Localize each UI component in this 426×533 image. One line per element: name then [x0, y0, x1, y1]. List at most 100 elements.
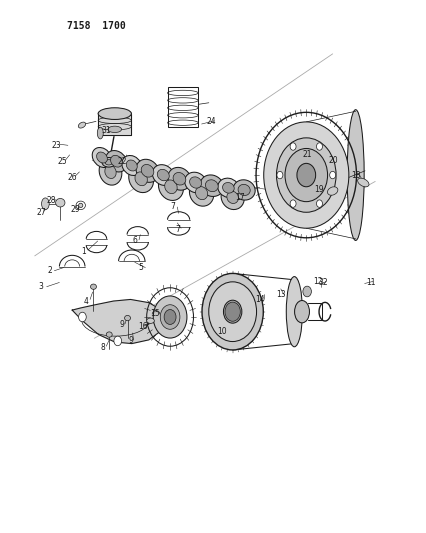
Ellipse shape — [99, 159, 121, 185]
Ellipse shape — [135, 172, 147, 185]
Text: 10: 10 — [217, 327, 226, 336]
Polygon shape — [98, 114, 131, 135]
Text: 14: 14 — [255, 295, 265, 304]
Ellipse shape — [147, 318, 154, 324]
Text: 24: 24 — [206, 117, 216, 126]
Ellipse shape — [221, 185, 244, 209]
Text: 3: 3 — [39, 282, 43, 291]
Text: 7: 7 — [175, 225, 179, 234]
Ellipse shape — [78, 122, 86, 128]
Circle shape — [329, 171, 335, 179]
Text: 5: 5 — [138, 263, 143, 272]
Text: 9: 9 — [128, 336, 132, 345]
Circle shape — [153, 296, 187, 338]
Ellipse shape — [78, 203, 83, 207]
Circle shape — [225, 302, 240, 321]
Circle shape — [296, 164, 315, 187]
Ellipse shape — [346, 110, 363, 240]
Text: 32: 32 — [318, 278, 327, 287]
Ellipse shape — [124, 316, 130, 321]
Ellipse shape — [205, 180, 218, 192]
Ellipse shape — [167, 167, 190, 190]
Ellipse shape — [195, 187, 207, 200]
Ellipse shape — [104, 165, 116, 179]
Text: 12: 12 — [312, 277, 322, 286]
Ellipse shape — [233, 180, 255, 200]
Text: 31: 31 — [101, 126, 111, 135]
Ellipse shape — [126, 160, 137, 171]
Circle shape — [201, 273, 263, 350]
Text: 9: 9 — [119, 320, 124, 329]
Ellipse shape — [189, 177, 201, 188]
Ellipse shape — [110, 155, 122, 167]
Ellipse shape — [222, 182, 234, 193]
Text: 11: 11 — [366, 278, 375, 287]
Ellipse shape — [106, 332, 112, 337]
Circle shape — [276, 171, 282, 179]
Ellipse shape — [152, 165, 174, 185]
Circle shape — [153, 316, 161, 326]
Text: 18: 18 — [351, 171, 360, 180]
Ellipse shape — [128, 165, 153, 192]
Text: 4: 4 — [83, 296, 88, 305]
Ellipse shape — [157, 169, 169, 181]
Ellipse shape — [106, 150, 127, 172]
Ellipse shape — [141, 165, 153, 177]
Ellipse shape — [217, 178, 239, 197]
Circle shape — [289, 143, 295, 150]
Ellipse shape — [98, 108, 131, 119]
Circle shape — [284, 149, 327, 201]
Circle shape — [160, 305, 179, 329]
Ellipse shape — [41, 198, 49, 209]
Text: 25: 25 — [58, 157, 67, 166]
Ellipse shape — [136, 159, 158, 182]
Text: 6: 6 — [132, 237, 137, 246]
Ellipse shape — [294, 301, 309, 323]
Ellipse shape — [173, 173, 185, 185]
Polygon shape — [72, 300, 164, 344]
Circle shape — [316, 200, 322, 207]
Ellipse shape — [189, 180, 213, 206]
Text: 16: 16 — [138, 321, 148, 330]
Ellipse shape — [158, 173, 183, 200]
Circle shape — [263, 122, 348, 228]
Circle shape — [289, 200, 295, 207]
Ellipse shape — [55, 198, 65, 207]
Circle shape — [164, 310, 176, 325]
Text: 2: 2 — [47, 266, 52, 275]
Text: 28: 28 — [46, 196, 55, 205]
Text: 23: 23 — [51, 141, 60, 150]
Ellipse shape — [108, 126, 121, 133]
Ellipse shape — [121, 156, 141, 175]
Ellipse shape — [285, 277, 302, 347]
Text: 13: 13 — [275, 289, 285, 298]
Ellipse shape — [327, 187, 337, 195]
Text: 29: 29 — [70, 205, 80, 214]
Circle shape — [78, 312, 86, 322]
Ellipse shape — [97, 127, 103, 139]
Text: 19: 19 — [314, 185, 323, 194]
Ellipse shape — [105, 160, 112, 165]
Text: 7158  1700: 7158 1700 — [66, 21, 125, 31]
Text: 8: 8 — [100, 343, 105, 352]
Text: 20: 20 — [328, 156, 337, 165]
Text: 15: 15 — [150, 309, 159, 318]
Ellipse shape — [164, 180, 177, 193]
Ellipse shape — [226, 191, 238, 204]
Text: 17: 17 — [235, 193, 244, 202]
Ellipse shape — [238, 184, 250, 196]
Circle shape — [276, 138, 335, 212]
Ellipse shape — [92, 148, 112, 167]
Circle shape — [208, 282, 256, 342]
Ellipse shape — [200, 175, 223, 197]
Text: 21: 21 — [302, 150, 311, 159]
Ellipse shape — [96, 152, 107, 163]
Ellipse shape — [102, 158, 115, 167]
Text: 26: 26 — [67, 173, 77, 182]
Circle shape — [316, 143, 322, 150]
Text: 27: 27 — [36, 208, 46, 217]
Circle shape — [302, 286, 311, 297]
Circle shape — [114, 336, 121, 346]
Ellipse shape — [357, 178, 368, 187]
Ellipse shape — [90, 284, 96, 289]
